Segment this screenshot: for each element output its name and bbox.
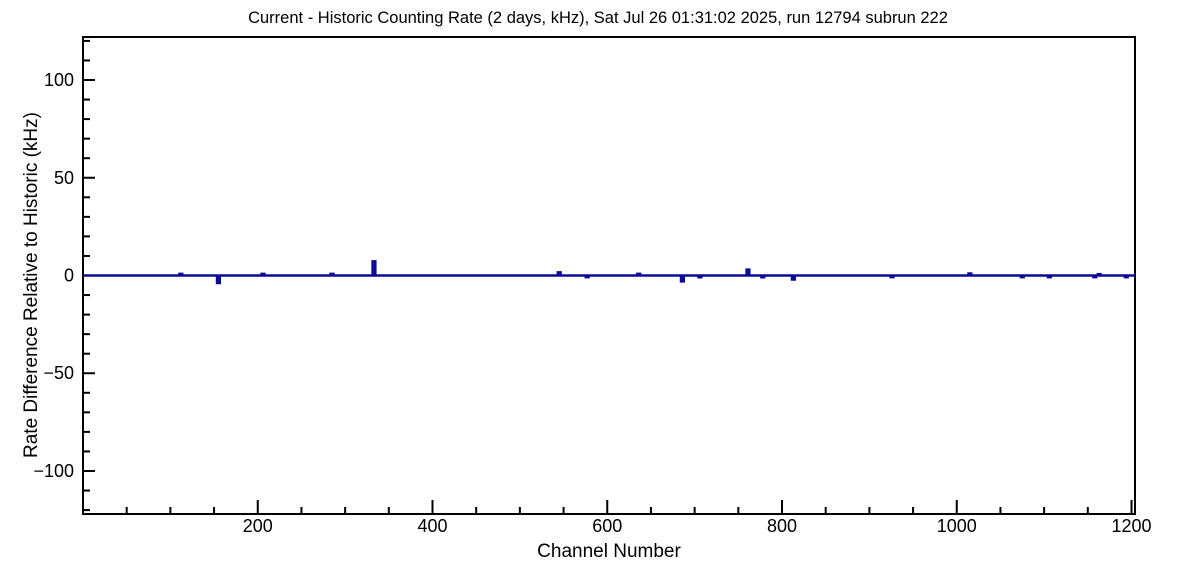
x-axis-title: Channel Number: [537, 541, 681, 562]
chart-title: Current - Historic Counting Rate (2 days…: [248, 9, 948, 27]
x-tick-label: 800: [767, 516, 797, 536]
y-tick-label: 50: [54, 168, 74, 188]
y-tick-label: −100: [33, 461, 74, 481]
x-tick-label: 600: [592, 516, 622, 536]
x-tick-label: 1200: [1111, 516, 1151, 536]
y-axis-title: Rate Difference Relative to Historic (kH…: [21, 112, 42, 458]
x-tick-label: 200: [243, 516, 273, 536]
data-line: [83, 260, 1135, 285]
y-tick-label: −50: [43, 363, 74, 383]
y-tick-label: 100: [44, 70, 74, 90]
x-tick-label: 1000: [937, 516, 977, 536]
x-tick-label: 400: [417, 516, 447, 536]
y-tick-label: 0: [64, 266, 74, 286]
